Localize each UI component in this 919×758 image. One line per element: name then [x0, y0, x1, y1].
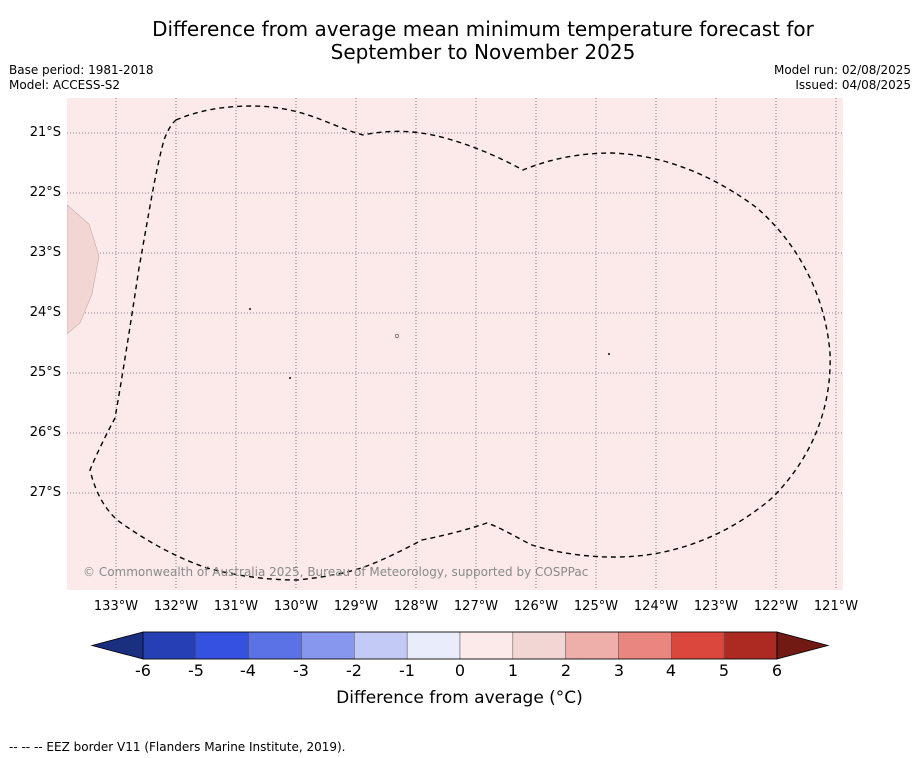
model-run-label: Model run: 02/08/2025: [773, 63, 911, 77]
colorbar-cell: [459, 631, 514, 660]
colorbar-extend-high: [776, 631, 830, 660]
colorbar-cell: [406, 631, 461, 660]
chart-title: Difference from average mean minimum tem…: [0, 18, 919, 64]
lon-label: 130°W: [273, 599, 319, 614]
colorbar-cell: [301, 631, 355, 660]
colorbar-tick: 2: [560, 661, 572, 680]
colorbar-cells: [90, 631, 830, 660]
meta-right: Model run: 02/08/2025 Issued: 04/08/2025: [774, 63, 911, 93]
colorbar-cell: [248, 631, 302, 660]
colorbar-frame: [142, 631, 778, 660]
colorbar-extend-low: [90, 631, 144, 660]
colorbar-tick: 1: [507, 661, 519, 680]
colorbar-tick: -3: [293, 661, 309, 680]
colorbar-tick: -2: [346, 661, 362, 680]
colorbar-cell: [142, 631, 197, 660]
graticule: [67, 98, 843, 590]
eez-border: [89, 105, 831, 581]
lat-label: 21°S: [29, 125, 61, 140]
colorbar-cell: [723, 631, 778, 660]
colorbar-tick: 5: [718, 661, 730, 680]
colorbar-tick: 3: [613, 661, 625, 680]
colorbar-cell: [195, 631, 249, 660]
lon-label: 132°W: [153, 599, 199, 614]
colorbar-tick: 4: [665, 661, 677, 680]
lon-label: 127°W: [453, 599, 499, 614]
map-panel: © Commonwealth of Australia 2025, Bureau…: [67, 98, 843, 590]
title-line-2: September to November 2025: [330, 40, 636, 64]
lon-label: 133°W: [93, 599, 139, 614]
lat-label: 24°S: [29, 305, 61, 320]
title-line-1: Difference from average mean minimum tem…: [152, 17, 814, 41]
colorbar-cell: [354, 631, 408, 660]
colorbar-cell: [671, 631, 725, 660]
map-graphic: [67, 98, 843, 590]
lon-label: 122°W: [753, 599, 799, 614]
copyright-notice: © Commonwealth of Australia 2025, Bureau…: [83, 565, 589, 579]
meta-left: Base period: 1981-2018 Model: ACCESS-S2: [9, 63, 154, 93]
lat-label: 22°S: [29, 185, 61, 200]
lat-label: 23°S: [29, 245, 61, 260]
base-period-label: Base period: 1981-2018: [9, 63, 154, 77]
lat-label: 25°S: [29, 365, 61, 380]
lon-label: 125°W: [573, 599, 619, 614]
colorbar-tick: 6: [771, 661, 783, 680]
lon-label: 121°W: [813, 599, 859, 614]
colorbar-tick: -5: [188, 661, 204, 680]
colorbar-tick: 0: [454, 661, 466, 680]
colorbar-tick: -6: [135, 661, 151, 680]
lat-label: 27°S: [29, 485, 61, 500]
colorbar: [90, 631, 830, 660]
lon-label: 131°W: [213, 599, 259, 614]
lon-label: 123°W: [693, 599, 739, 614]
lon-label: 129°W: [333, 599, 379, 614]
eez-legend-note: -- -- -- EEZ border V11 (Flanders Marine…: [9, 740, 346, 754]
island-landmass: [67, 204, 100, 335]
issued-label: Issued: 04/08/2025: [795, 78, 911, 92]
colorbar-cell: [565, 631, 619, 660]
colorbar-cell: [512, 631, 566, 660]
lat-label: 26°S: [29, 425, 61, 440]
colorbar-title: Difference from average (°C): [336, 688, 583, 708]
lon-label: 128°W: [393, 599, 439, 614]
model-label: Model: ACCESS-S2: [9, 78, 121, 92]
small-islands: [248, 307, 611, 380]
lon-label: 126°W: [513, 599, 559, 614]
colorbar-tick: -1: [399, 661, 415, 680]
lon-label: 124°W: [633, 599, 679, 614]
colorbar-tick: -4: [240, 661, 256, 680]
colorbar-cell: [618, 631, 672, 660]
